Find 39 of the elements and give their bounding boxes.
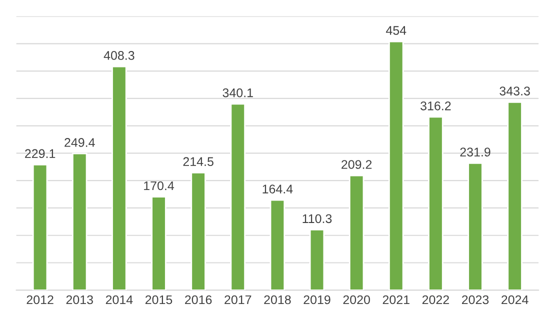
bar	[348, 174, 364, 290]
bar	[190, 172, 206, 290]
x-tick-label: 2020	[343, 295, 370, 304]
x-tick-label: 2019	[304, 295, 330, 304]
bar	[428, 116, 444, 290]
x-tick-label: 2016	[185, 295, 212, 304]
bar	[230, 103, 246, 290]
data-label: 164.4	[262, 184, 293, 194]
data-label: 454	[386, 26, 406, 35]
bar	[309, 229, 325, 290]
bar	[72, 152, 88, 290]
x-tick-label: 2021	[382, 295, 410, 304]
x-tick-label: 2024	[502, 295, 528, 304]
bar	[32, 164, 48, 290]
bar	[507, 101, 522, 290]
data-label: 249.4	[64, 138, 95, 147]
data-label: 316.2	[420, 101, 451, 110]
x-tick-label: 2023	[462, 295, 489, 304]
data-label: 110.3	[302, 214, 332, 224]
data-label: 408.3	[104, 51, 134, 60]
bar	[151, 196, 166, 290]
x-tick-label: 2018	[264, 295, 291, 304]
bar	[112, 66, 127, 290]
data-label: 209.2	[342, 160, 372, 169]
data-label: 343.3	[500, 86, 530, 96]
bar	[388, 40, 404, 290]
bar	[270, 199, 286, 290]
x-tick-label: 2013	[66, 295, 93, 304]
x-tick-label: 2012	[26, 295, 54, 304]
x-tick-label: 2015	[145, 295, 172, 304]
x-tick-label: 2017	[224, 295, 252, 304]
data-label: 231.9	[460, 148, 490, 156]
data-label: 340.1	[222, 88, 253, 98]
data-label: 229.1	[25, 149, 56, 158]
x-tick-label: 2022	[422, 295, 449, 304]
data-label: 214.5	[183, 157, 214, 166]
bar	[468, 162, 483, 290]
x-tick-label: 2014	[106, 295, 133, 304]
data-label: 170.4	[144, 181, 174, 190]
